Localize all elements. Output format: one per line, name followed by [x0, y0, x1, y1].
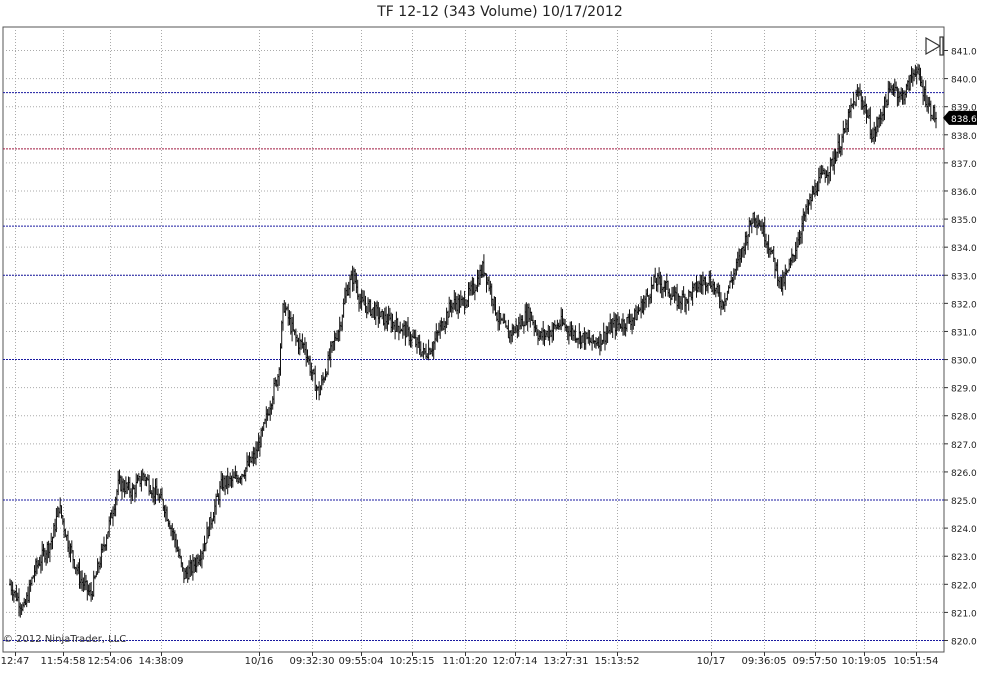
y-tick-label: 830.0: [951, 357, 977, 367]
x-tick-label: 10:25:15: [390, 656, 435, 667]
plot-frame: [2, 26, 945, 653]
y-tick-label: 832.0: [951, 300, 977, 310]
ohlc-bar: [935, 111, 937, 129]
y-tick-label: 841.0: [951, 48, 977, 58]
y-tick-label: 836.0: [951, 188, 977, 198]
x-tick-label: 11:01:20: [443, 656, 488, 667]
x-tick-label: 14:38:09: [139, 656, 184, 667]
y-tick-label: 838.0: [951, 132, 977, 142]
x-tick-label: 09:55:04: [339, 656, 384, 667]
y-tick-label: 826.0: [951, 469, 977, 479]
y-tick-label: 833.0: [951, 272, 977, 282]
x-tick-label: 12:54:06: [88, 656, 133, 667]
x-tick-label: 12:07:14: [493, 656, 538, 667]
y-tick-label: 823.0: [951, 553, 977, 563]
price-bars: [9, 63, 937, 618]
x-tick-label: 13:27:31: [544, 656, 589, 667]
y-tick-label: 828.0: [951, 413, 977, 423]
play-to-end-icon[interactable]: [925, 36, 944, 56]
y-tick-label: 827.0: [951, 441, 977, 451]
price-marker: [943, 110, 977, 125]
y-tick-label: 820.0: [951, 638, 977, 648]
x-tick-label: 09:57:50: [793, 656, 838, 667]
copyright-text: © 2012 NinjaTrader, LLC: [3, 634, 127, 645]
x-tick-label: 10/16: [245, 656, 274, 667]
y-tick-label: 837.0: [951, 160, 977, 170]
y-tick-label: 821.0: [951, 609, 977, 619]
x-tick-label: 11:54:58: [41, 656, 86, 667]
x-tick-label: 10:19:05: [842, 656, 887, 667]
y-tick-label: 831.0: [951, 328, 977, 338]
chart-title: TF 12-12 (343 Volume) 10/17/2012: [377, 4, 623, 20]
x-tick-label: 09:36:05: [742, 656, 787, 667]
x-tick-label: 15:13:52: [595, 656, 640, 667]
x-tick-label: 10/17: [697, 656, 726, 667]
x-tick-label: 12:47: [1, 656, 30, 667]
y-tick-label: 822.0: [951, 581, 977, 591]
y-tick-label: 829.0: [951, 385, 977, 395]
y-tick-label: 840.0: [951, 76, 977, 86]
x-tick-label: 09:32:30: [290, 656, 335, 667]
y-tick-label: 839.0: [951, 104, 977, 114]
price-marker-label: 838.6: [951, 115, 977, 125]
y-tick-label: 835.0: [951, 216, 977, 226]
y-tick-label: 825.0: [951, 497, 977, 507]
y-tick-label: 834.0: [951, 244, 977, 254]
y-tick-label: 824.0: [951, 525, 977, 535]
x-tick-label: 10:51:54: [894, 656, 939, 667]
